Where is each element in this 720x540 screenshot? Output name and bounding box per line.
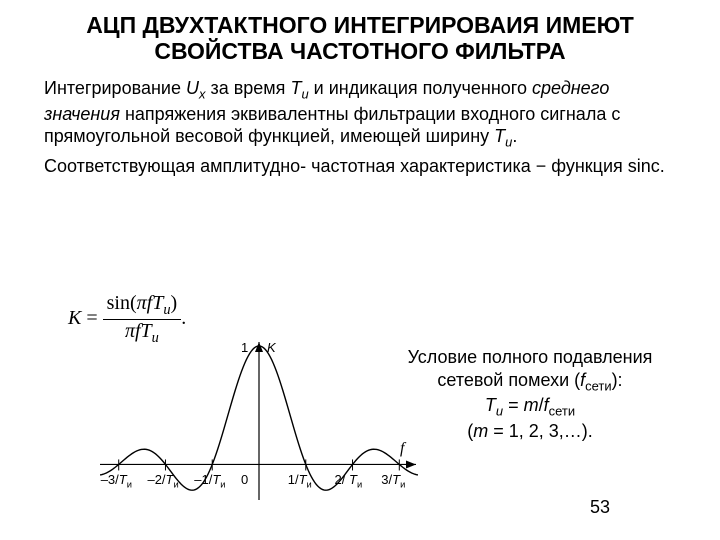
side-condition-text: Условие полного подавления сетевой помех…: [380, 346, 680, 443]
side-line-2: сетевой помехи (fсети):: [380, 369, 680, 395]
formula-sinc: K = sin(πfTи) πfTи .: [68, 292, 186, 347]
side-line-3: Tи = m/fсети: [380, 394, 680, 420]
side-line-1: Условие полного подавления: [380, 346, 680, 369]
page-number: 53: [590, 497, 610, 518]
formula-numerator: sin(πfTи): [103, 292, 182, 320]
paragraph-1: Интегрирование Ux за время Tи и индикаци…: [0, 73, 720, 151]
page-title: АЦП ДВУХТАКТНОГО ИНТЕГРИРОВАИЯ ИМЕЮТ СВО…: [0, 0, 720, 73]
formula-lhs: K: [68, 307, 81, 329]
side-line-4: (m = 1, 2, 3,…).: [380, 420, 680, 443]
formula-eq: =: [86, 307, 97, 329]
sinc-chart: –3/Tи–2/Tи–1/Tи01/Tи2/ Tи3/Tи1Kf: [100, 340, 418, 524]
paragraph-2: Соответствующая амплитудно- частотная ха…: [0, 151, 720, 178]
formula-fraction: sin(πfTи) πfTи: [103, 292, 182, 347]
formula-tail: .: [181, 307, 186, 329]
